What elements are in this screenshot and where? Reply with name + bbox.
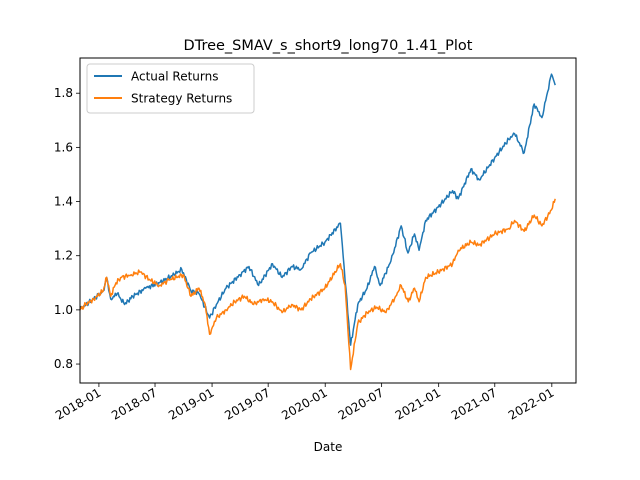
legend: Actual Returns Strategy Returns xyxy=(86,63,255,114)
y-axis: 0.8 1.0 1.2 1.4 1.6 1.8 xyxy=(54,86,80,371)
legend-box xyxy=(86,63,255,114)
y-tick-label: 1.0 xyxy=(54,303,73,317)
series-layer xyxy=(79,73,556,371)
series-line-strategy-returns xyxy=(79,198,556,371)
plot-frame xyxy=(79,57,577,384)
x-axis-label: Date xyxy=(314,440,343,454)
y-tick-label: 0.8 xyxy=(54,357,73,371)
y-tick-label: 1.8 xyxy=(54,86,73,100)
y-tick-label: 1.6 xyxy=(54,140,73,154)
y-tick-label: 1.4 xyxy=(54,195,73,209)
y-tick-label: 1.2 xyxy=(54,249,73,263)
chart-title: DTree_SMAV_s_short9_long70_1.41_Plot xyxy=(184,38,473,54)
legend-label-strategy-returns: Strategy Returns xyxy=(131,92,232,106)
legend-label-actual-returns: Actual Returns xyxy=(131,70,218,84)
series-line-actual-returns xyxy=(79,73,556,346)
